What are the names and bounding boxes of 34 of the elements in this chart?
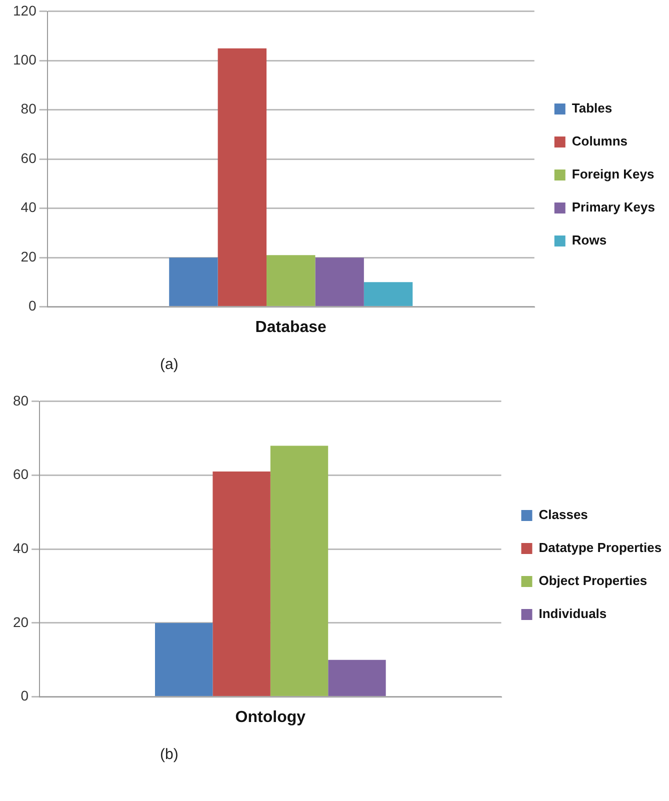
y-tick-label: 0 [28,298,37,314]
y-tick-label: 80 [20,100,37,117]
y-tick-label: 60 [12,466,29,482]
legend-label: Object Properties [538,573,648,588]
legend-label: Rows [572,232,607,248]
bar [266,255,316,306]
bar [315,258,364,306]
y-tick-label: 60 [20,150,37,166]
legend-label: Foreign Keys [572,166,654,182]
y-tick-label: 100 [13,51,37,68]
legend-label: Classes [538,507,588,522]
y-tick-label: 20 [12,614,29,630]
y-tick-label: 40 [12,540,29,556]
text: (b) [159,745,180,765]
y-tick-label: 80 [12,392,29,408]
bar [154,622,213,696]
bar [328,660,386,696]
legend-label: Datatype Properties [538,540,662,556]
bar [364,282,413,306]
bar [169,258,218,306]
x-tick-label: Ontology [235,708,306,726]
legend-label: Columns [572,134,628,149]
legend-label: Primary Keys [572,200,656,215]
y-tick-label: 120 [13,2,37,18]
bar [212,472,270,696]
y-tick-label: 0 [20,688,29,704]
legend-label: Tables [572,100,612,116]
bar [218,48,267,306]
y-tick-label: 20 [20,248,37,264]
text: (a) [159,355,180,375]
legend-label: Individuals [538,606,607,622]
x-tick-label: Database [255,318,327,336]
y-tick-label: 40 [20,199,37,216]
bar [270,446,328,696]
